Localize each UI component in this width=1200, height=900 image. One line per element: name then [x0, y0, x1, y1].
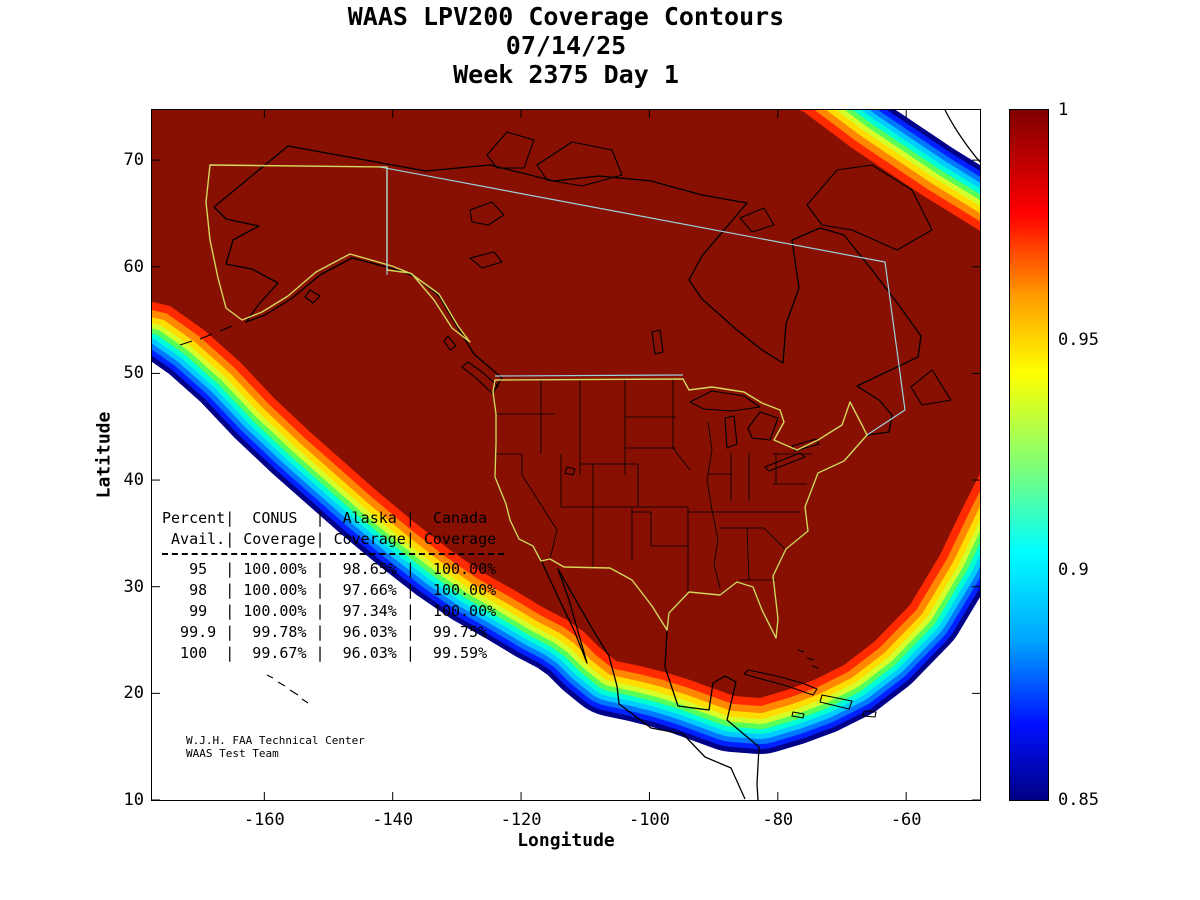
- x-tick-label: -80: [762, 810, 794, 830]
- credit-line-1: W.J.H. FAA Technical Center: [186, 734, 365, 747]
- coverage-table: Percent| CONUS | Alaska | Canada Avail.|…: [162, 508, 505, 664]
- colorbar-tick-label: 0.95: [1058, 330, 1099, 350]
- conus-service-outline: [492, 378, 868, 639]
- colorbar-tick-label: 0.9: [1058, 560, 1089, 580]
- plot-area: [151, 109, 981, 801]
- x-tick-label: -160: [243, 810, 285, 830]
- chart-week-day: Week 2375 Day 1: [453, 60, 679, 89]
- coverage-table-row: 100 | 99.67% | 96.03% | 99.59%: [162, 644, 506, 662]
- alaska-service-outline: [205, 164, 471, 343]
- islands-coastline: [179, 131, 952, 719]
- colorbar: [1009, 109, 1049, 801]
- greenland-coastline: [944, 110, 980, 163]
- y-tick-label: 70: [123, 150, 144, 171]
- x-tick-label: -140: [372, 810, 414, 830]
- coastline-layer: [179, 110, 980, 800]
- x-axis-label: Longitude: [517, 830, 615, 851]
- x-tick-label: -100: [628, 810, 670, 830]
- credit-annotation: W.J.H. FAA Technical Center WAAS Test Te…: [186, 734, 365, 760]
- axis-tick-marks: [152, 110, 980, 800]
- canada-service-outline: [379, 166, 906, 436]
- colorbar-tick-label: 0.85: [1058, 790, 1099, 810]
- coverage-table-row: 98 | 100.00% | 97.66% | 100.00%: [162, 581, 506, 599]
- coverage-table-header: Percent| CONUS | Alaska | Canada: [162, 509, 506, 527]
- credit-line-2: WAAS Test Team: [186, 747, 279, 760]
- coverage-table-row: 99 | 100.00% | 97.34% | 100.00%: [162, 602, 506, 620]
- coverage-table-separator: [162, 553, 504, 555]
- x-tick-label: -120: [500, 810, 542, 830]
- y-tick-label: 10: [123, 790, 144, 810]
- chart-date: 07/14/25: [505, 31, 627, 60]
- figure-title-block: WAAS LPV200 Coverage Contours 07/14/25 W…: [152, 2, 980, 89]
- coastline-mainland: [213, 145, 922, 800]
- coverage-table-row: 99.9 | 99.78% | 96.03% | 99.75%: [162, 623, 506, 641]
- coverage-table-header: Avail.| Coverage| Coverage| Coverage: [162, 530, 506, 548]
- y-tick-label: 20: [123, 683, 144, 704]
- x-tick-label: -60: [890, 810, 922, 830]
- y-tick-label: 60: [123, 256, 144, 277]
- coverage-map-canvas: [152, 110, 980, 800]
- chart-title: WAAS LPV200 Coverage Contours: [347, 2, 785, 31]
- us-state-borders: [496, 379, 812, 592]
- colorbar-tick-label: 1: [1058, 100, 1069, 120]
- y-tick-label: 40: [123, 470, 144, 491]
- y-tick-label: 50: [123, 363, 144, 384]
- lakes-outline: [469, 201, 820, 476]
- state-borders-layer: [496, 379, 812, 592]
- service-area-layer: [205, 164, 906, 639]
- coverage-table-row: 95 | 100.00% | 98.65% | 100.00%: [162, 560, 506, 578]
- y-tick-label: 30: [123, 576, 144, 597]
